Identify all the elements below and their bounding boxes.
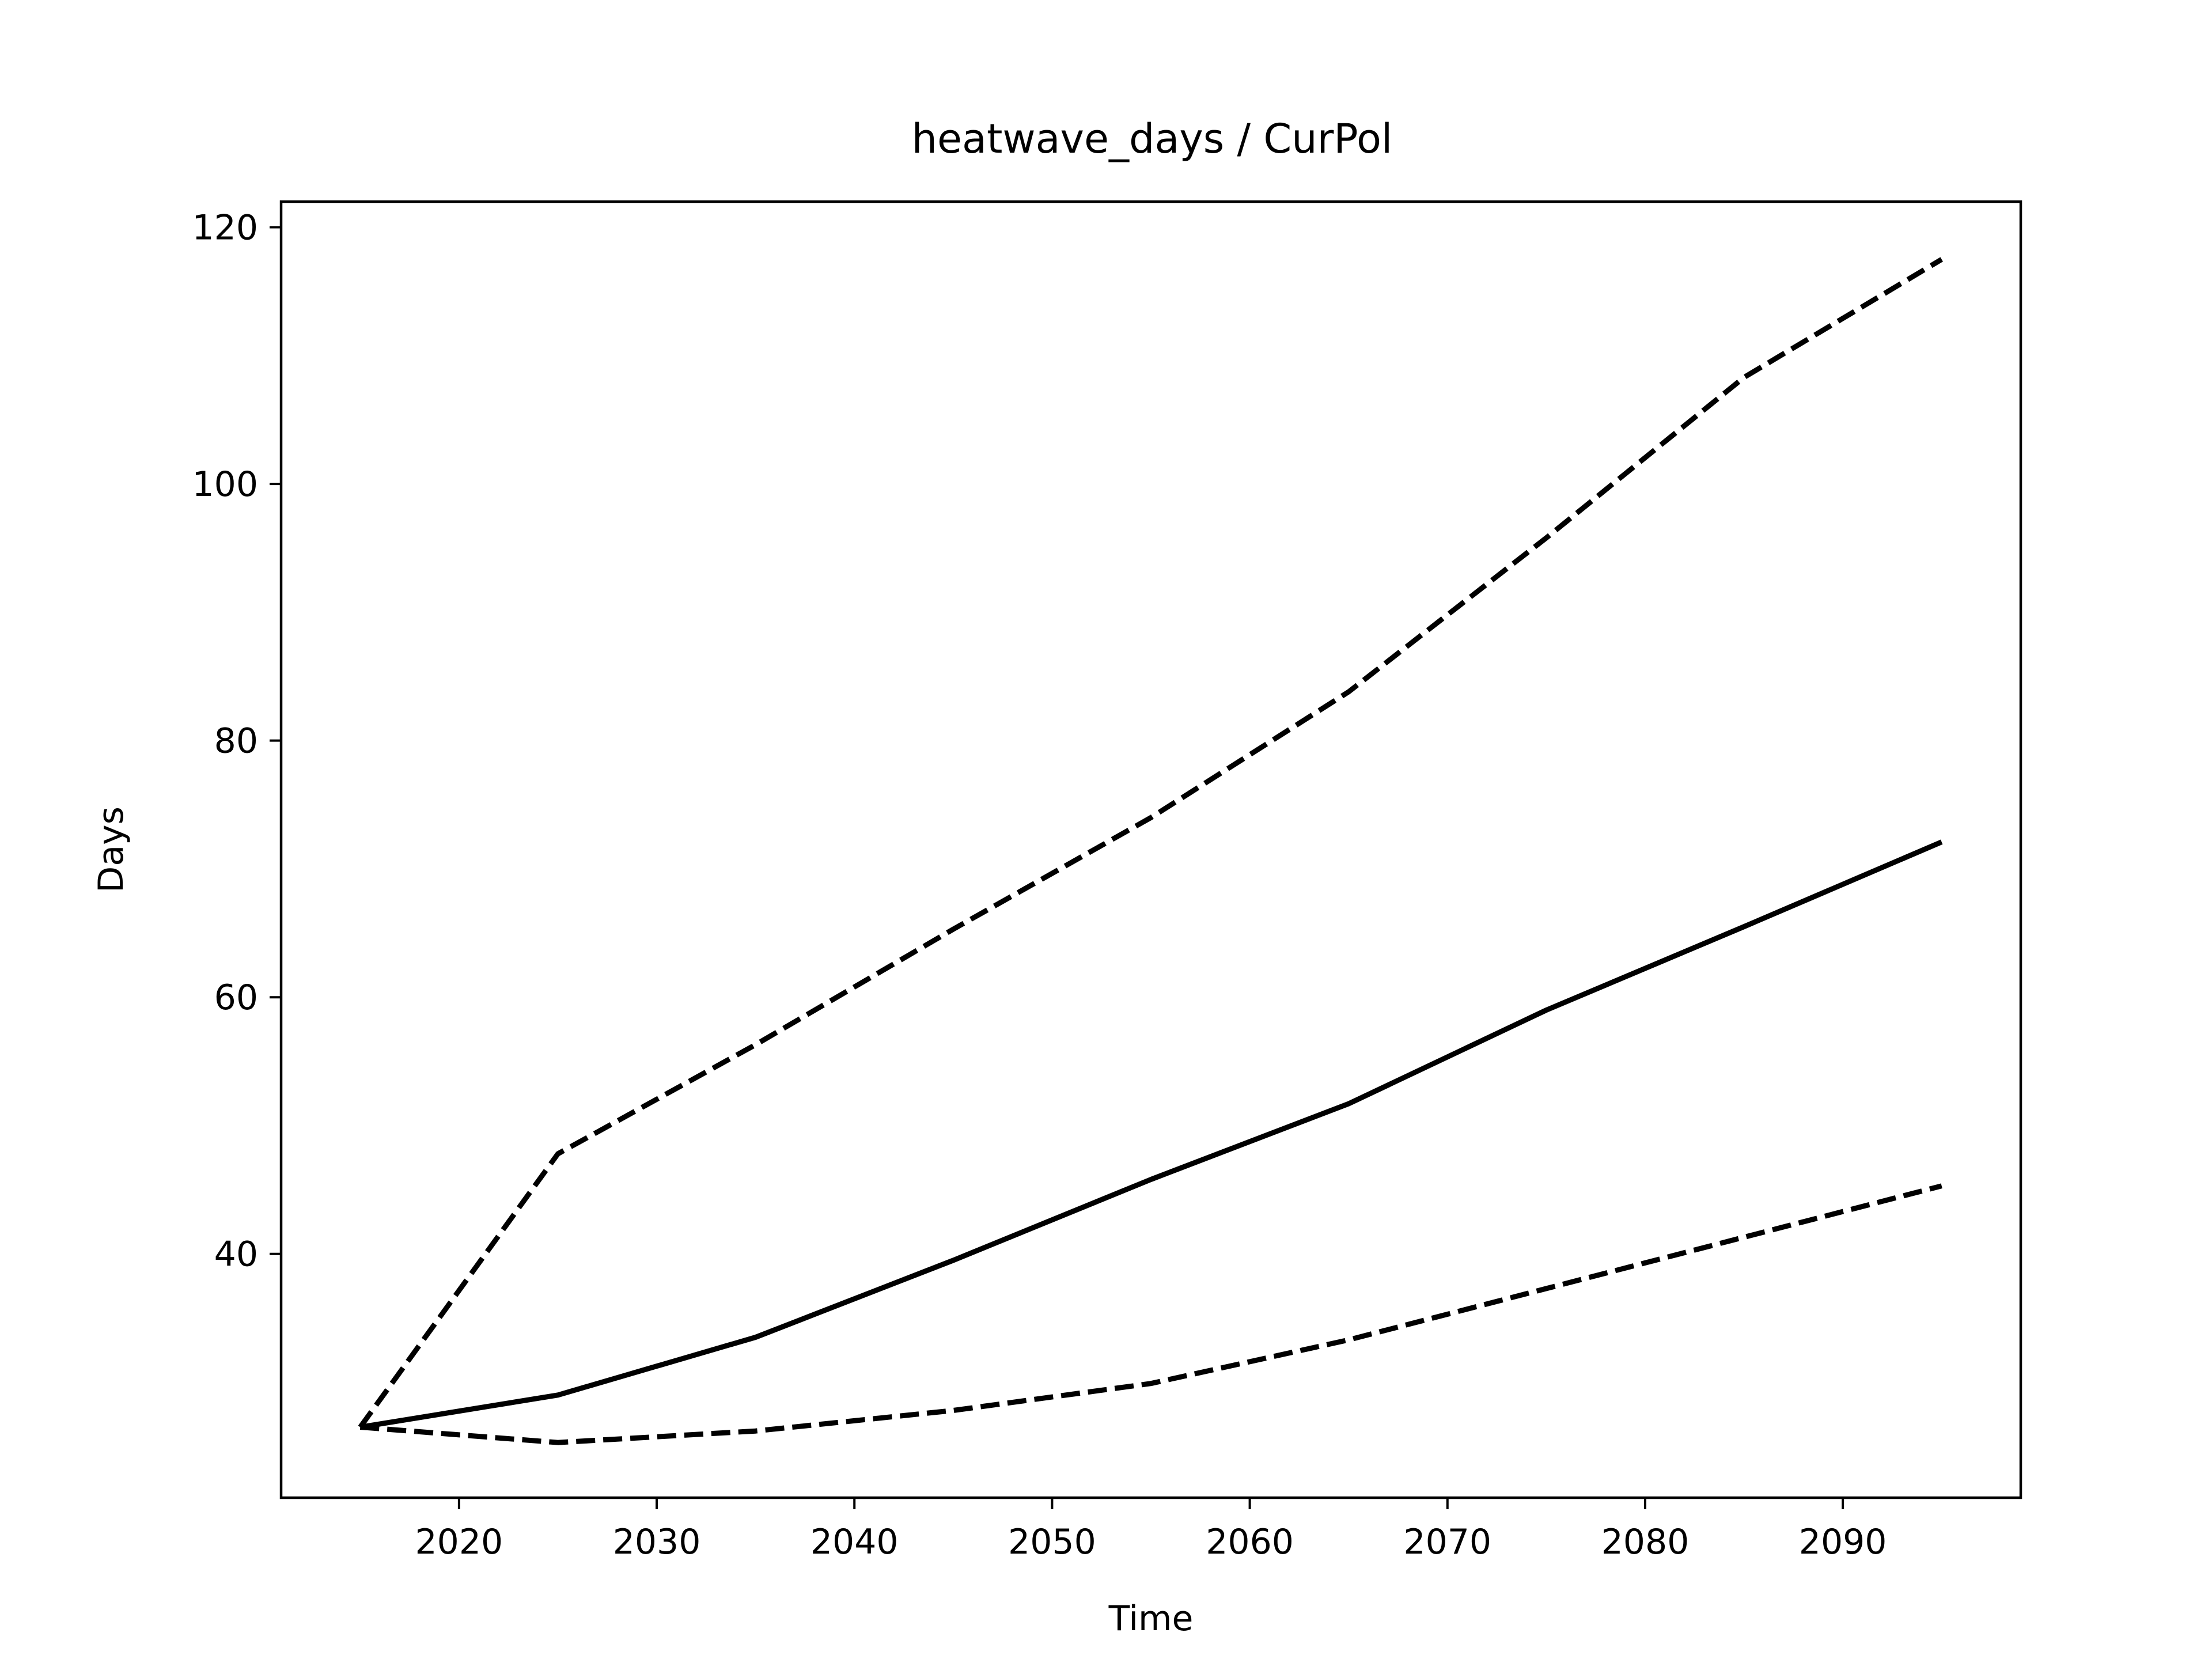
series-line-3 xyxy=(359,1183,1942,1445)
y-tick-label: 60 xyxy=(214,978,258,1018)
series-layer xyxy=(358,257,1944,1445)
y-tick-label: 100 xyxy=(192,464,258,505)
y-axis-ticks: 40 60 80 100 120 xyxy=(192,208,281,1275)
x-tick-label: 2020 xyxy=(415,1522,503,1562)
x-axis-ticks: 2020 2030 2040 2050 2060 2070 2080 2090 xyxy=(415,1498,1887,1562)
x-tick-label: 2080 xyxy=(1601,1522,1690,1562)
plot-frame xyxy=(279,200,2022,1499)
x-tick-label: 2040 xyxy=(810,1522,899,1562)
chart-title: heatwave_days / CurPol xyxy=(912,115,1393,162)
x-tick-label: 2050 xyxy=(1008,1522,1096,1562)
y-tick-label: 120 xyxy=(192,208,258,248)
x-axis-label: Time xyxy=(1108,1599,1194,1639)
x-tick-label: 2030 xyxy=(613,1522,701,1562)
y-axis-label: Days xyxy=(91,806,131,893)
x-tick-label: 2090 xyxy=(1799,1522,1887,1562)
x-tick-label: 2070 xyxy=(1403,1522,1491,1562)
y-tick-label: 80 xyxy=(214,721,258,762)
series-line-1 xyxy=(358,257,1944,1429)
y-tick-label: 40 xyxy=(214,1234,258,1275)
x-tick-label: 2060 xyxy=(1206,1522,1294,1562)
series-line-2 xyxy=(359,839,1943,1430)
